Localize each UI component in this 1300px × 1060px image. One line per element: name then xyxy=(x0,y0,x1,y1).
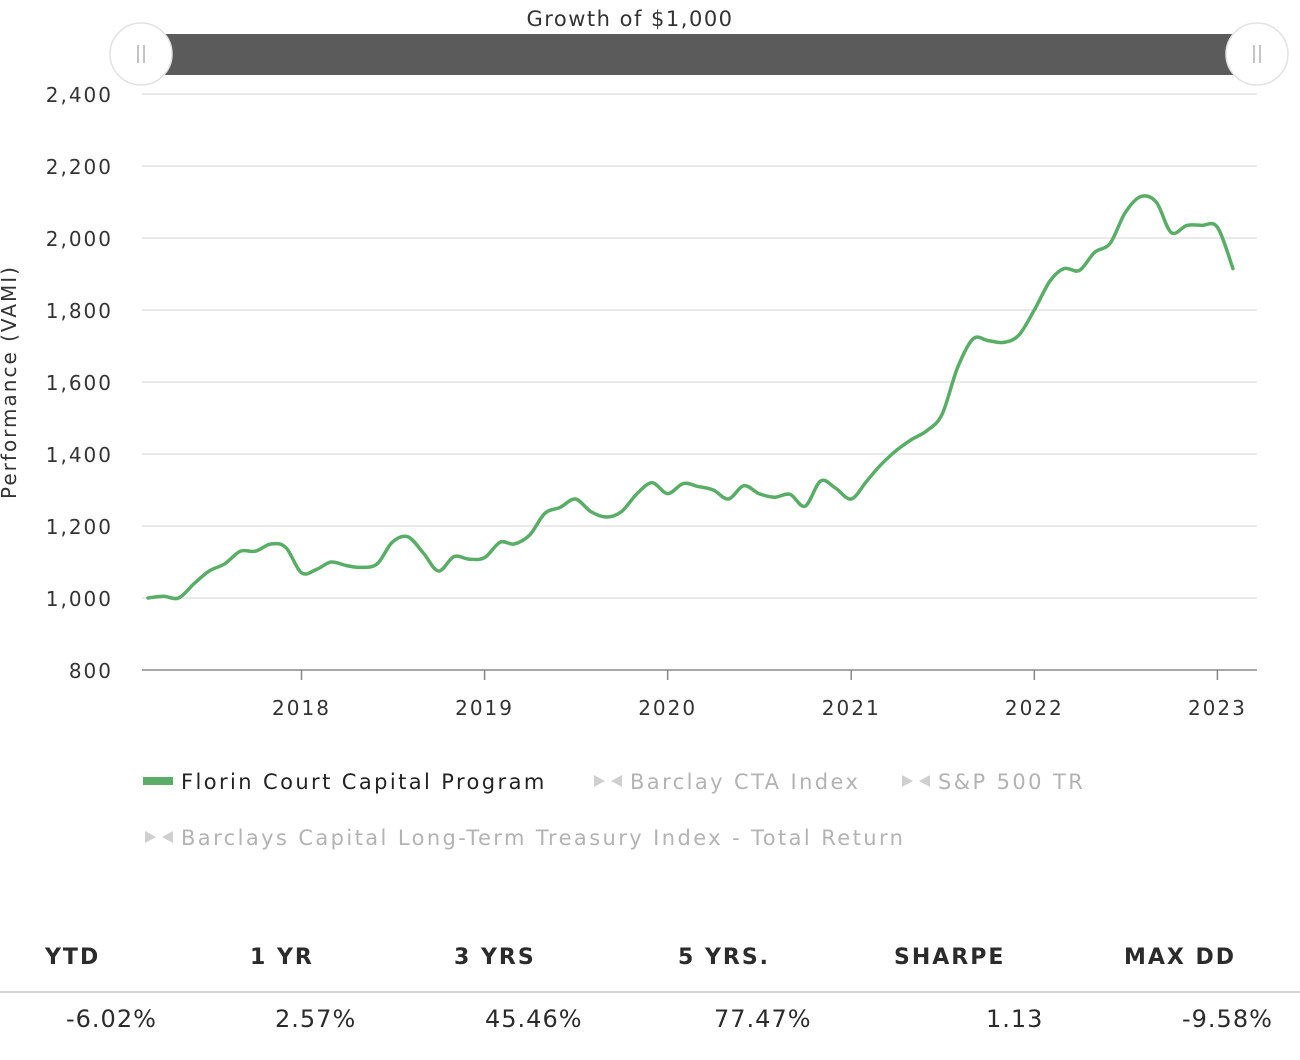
x-tick-label: 2019 xyxy=(455,696,514,720)
stat-header-maxdd: MAX DD xyxy=(1124,945,1237,970)
legend-item[interactable]: S&P 500 TR xyxy=(902,770,1085,794)
y-tick-label: 1,600 xyxy=(46,371,113,395)
legend-item[interactable]: Barclays Capital Long-Term Treasury Inde… xyxy=(145,826,905,850)
legend-label: Barclay CTA Index xyxy=(630,770,860,794)
y-tick-label: 2,000 xyxy=(46,227,113,251)
y-tick-label: 2,400 xyxy=(46,83,113,107)
stat-header-1yr: 1 YR xyxy=(250,945,314,970)
x-axis-ticks: 2018 2019 2020 2021 2022 2023 xyxy=(272,670,1247,720)
stat-value-5yrs: 77.47% xyxy=(714,1005,812,1033)
y-tick-label: 2,200 xyxy=(46,155,113,179)
legend-swatch xyxy=(594,775,605,787)
legend-item[interactable]: Florin Court Capital Program xyxy=(143,770,547,794)
legend-swatch xyxy=(143,777,173,785)
stat-header-3yrs: 3 YRS xyxy=(454,945,536,970)
y-axis-ticks: 800 1,000 1,200 1,400 1,600 1,800 2,000 2,200 2,… xyxy=(46,83,113,683)
y-tick-label: 1,200 xyxy=(46,515,113,539)
legend-label: S&P 500 TR xyxy=(938,770,1085,794)
legend-label: Florin Court Capital Program xyxy=(181,770,547,794)
y-tick-label: 800 xyxy=(69,659,113,683)
legend-swatch xyxy=(919,775,930,787)
stat-value-3yrs: 45.46% xyxy=(485,1005,583,1033)
series-line xyxy=(146,194,1235,601)
x-tick-label: 2018 xyxy=(272,696,331,720)
y-axis-label: Performance (VAMI) xyxy=(0,265,21,499)
stat-value-1yr: 2.57% xyxy=(275,1005,357,1033)
stat-header-5yrs: 5 YRS. xyxy=(678,945,771,970)
legend: Florin Court Capital Program Barclay CTA … xyxy=(143,770,1085,850)
stat-value-sharpe: 1.13 xyxy=(986,1005,1044,1033)
growth-chart: Growth of $1,000 800 1,000 1,200 1,400 1,600… xyxy=(0,7,1289,850)
stat-header-sharpe: SHARPE xyxy=(894,945,1006,970)
stats-value-row: -6.02% 2.57% 45.46% 77.47% 1.13 -9.58% xyxy=(0,1005,1300,1049)
range-handle-left[interactable] xyxy=(109,22,173,86)
gridlines xyxy=(142,93,1257,599)
y-tick-label: 1,000 xyxy=(46,587,113,611)
stat-header-ytd: YTD xyxy=(45,945,101,970)
x-tick-label: 2023 xyxy=(1188,696,1247,720)
x-tick-label: 2020 xyxy=(638,696,697,720)
stat-value-maxdd: -9.58% xyxy=(1182,1005,1273,1033)
y-tick-label: 1,400 xyxy=(46,443,113,467)
stat-value-ytd: -6.02% xyxy=(66,1005,157,1033)
legend-item[interactable]: Barclay CTA Index xyxy=(594,770,860,794)
legend-swatch xyxy=(611,775,622,787)
x-tick-label: 2021 xyxy=(822,696,881,720)
series-layer xyxy=(146,194,1235,601)
chart-title: Growth of $1,000 xyxy=(526,7,733,31)
legend-swatch xyxy=(902,775,913,787)
stats-header-row: YTD 1 YR 3 YRS 5 YRS. SHARPE MAX DD xyxy=(0,945,1300,985)
range-handle-right[interactable] xyxy=(1225,22,1289,86)
legend-swatch xyxy=(162,831,173,843)
x-tick-label: 2022 xyxy=(1005,696,1064,720)
y-tick-label: 1,800 xyxy=(46,299,113,323)
stats-divider xyxy=(0,991,1300,993)
range-navigator-bar[interactable] xyxy=(140,34,1258,75)
legend-swatch xyxy=(145,831,156,843)
legend-label: Barclays Capital Long-Term Treasury Inde… xyxy=(181,826,905,850)
